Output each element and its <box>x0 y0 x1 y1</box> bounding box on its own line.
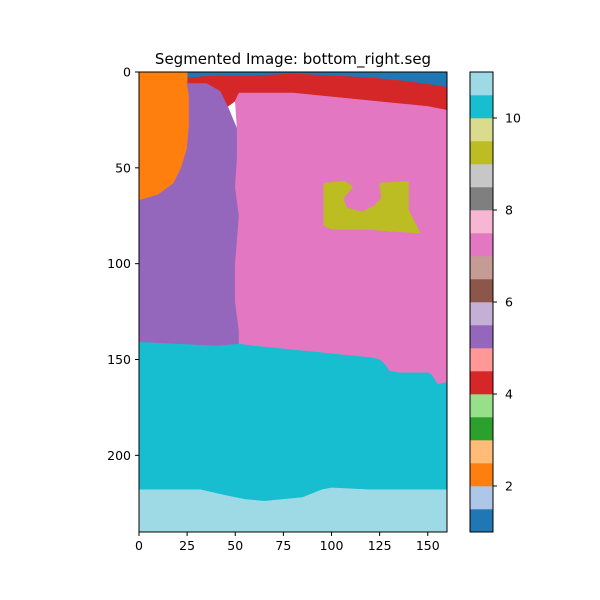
x-tick-label: 25 <box>179 538 195 553</box>
segment-regions <box>138 71 448 533</box>
colorbar-band <box>470 141 493 165</box>
plot-frame <box>138 71 448 533</box>
colorbar-band <box>470 279 493 303</box>
heatmap-plot: 0 25 50 75 100 125 150 0 50 100 150 200 <box>107 65 448 553</box>
colorbar-tick-label: 10 <box>505 111 521 126</box>
colorbar-tick-label: 6 <box>505 295 513 310</box>
colorbar-band <box>470 302 493 326</box>
chart-title: Segmented Image: bottom_right.seg <box>155 50 431 69</box>
colorbar-band <box>470 164 493 188</box>
colorbar-tick-label: 8 <box>505 203 513 218</box>
x-tick-label: 0 <box>135 538 143 553</box>
colorbar-bands <box>470 72 493 533</box>
colorbar-band <box>470 486 493 510</box>
segment-region-7 <box>234 92 448 385</box>
y-tick-label: 150 <box>107 352 131 367</box>
colorbar-band <box>470 440 493 464</box>
y-axis: 0 50 100 150 200 <box>107 65 139 463</box>
colorbar-band <box>470 417 493 441</box>
colorbar-band <box>470 463 493 487</box>
x-axis: 0 25 50 75 100 125 150 <box>135 532 440 553</box>
colorbar-band <box>470 95 493 119</box>
x-tick-label: 75 <box>275 538 291 553</box>
colorbar-band <box>470 509 493 533</box>
colorbar-band <box>470 118 493 142</box>
colorbar-tick-label: 4 <box>505 387 513 402</box>
y-tick-label: 100 <box>107 256 131 271</box>
x-tick-label: 125 <box>368 538 392 553</box>
colorbar-axis: 2 4 6 8 10 <box>493 111 521 494</box>
x-tick-label: 100 <box>320 538 344 553</box>
colorbar-band <box>470 348 493 372</box>
y-tick-label: 200 <box>107 448 131 463</box>
colorbar-band <box>470 256 493 280</box>
colorbar-band <box>470 72 493 96</box>
segment-region-9 <box>323 180 421 234</box>
colorbar: 2 4 6 8 10 <box>469 71 521 533</box>
colorbar-band <box>470 394 493 418</box>
colorbar-band <box>470 210 493 234</box>
x-tick-label: 150 <box>416 538 440 553</box>
colorbar-band <box>470 371 493 395</box>
y-tick-label: 50 <box>115 160 131 175</box>
colorbar-band <box>470 233 493 257</box>
colorbar-band <box>470 187 493 211</box>
colorbar-band <box>470 325 493 349</box>
y-tick-label: 0 <box>123 65 131 80</box>
x-tick-label: 50 <box>227 538 243 553</box>
colorbar-tick-label: 2 <box>505 479 513 494</box>
